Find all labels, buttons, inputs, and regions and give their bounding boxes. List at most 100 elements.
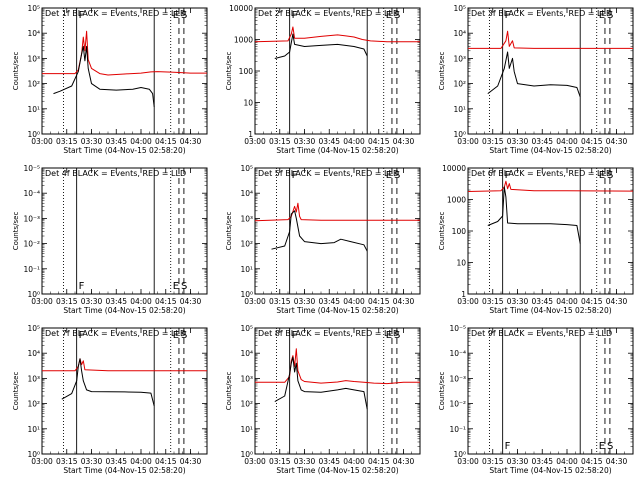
y-tick-label: 10³ xyxy=(453,54,466,63)
marker-label: E xyxy=(599,441,605,452)
y-tick-label: 10⁰ xyxy=(240,450,253,459)
x-tick-label: 03:30 xyxy=(507,297,529,306)
y-tick-label: 1000 xyxy=(234,36,253,45)
x-tick-label: 03:00 xyxy=(244,297,266,306)
series-group xyxy=(468,180,633,244)
marker-label: S xyxy=(607,10,613,21)
x-tick-label: 04:15 xyxy=(581,297,603,306)
y-tick-label: 10³ xyxy=(240,214,253,223)
y-tick-label: 10⁰ xyxy=(240,290,253,299)
x-tick-label: 04:00 xyxy=(130,457,152,466)
series-group xyxy=(42,358,207,407)
y-tick-label: 10¹ xyxy=(27,425,40,434)
y-tick-label: 10⁵ xyxy=(240,324,253,333)
y-tick-label: 10² xyxy=(240,400,253,409)
y-tick-label: 10⁰ xyxy=(27,130,40,139)
x-tick-label: 03:15 xyxy=(56,137,78,146)
x-tick-label: 03:45 xyxy=(531,457,553,466)
marker-label: F xyxy=(79,281,85,292)
y-tick-label: 10⁻³ xyxy=(449,374,466,383)
y-axis-label: Counts/sec xyxy=(225,372,233,411)
plot-frame xyxy=(41,167,208,295)
x-tick-label: 04:30 xyxy=(606,457,628,466)
x-axis-label: Start Time (04-Nov-15 02:58:20) xyxy=(489,466,611,475)
y-tick-label: 1 xyxy=(461,290,466,299)
panel-title: Det 5f BLACK = Events, RED = LLD xyxy=(258,169,399,178)
x-tick-label: 03:00 xyxy=(457,297,479,306)
x-axis-label: Start Time (04-Nov-15 02:58:20) xyxy=(276,466,398,475)
series-group xyxy=(468,30,633,97)
panel-title: Det 4f BLACK = Events, RED = LLD xyxy=(45,169,186,178)
events-series-line xyxy=(271,210,368,252)
marker-label: F xyxy=(505,10,511,21)
y-tick-label: 10⁻¹ xyxy=(449,425,466,434)
x-tick-label: 04:15 xyxy=(581,137,603,146)
y-tick-label: 10² xyxy=(453,80,466,89)
x-tick-label: 04:30 xyxy=(393,297,415,306)
plot-frame xyxy=(254,327,421,455)
x-axis-label: Start Time (04-Nov-15 02:58:20) xyxy=(63,306,185,315)
x-tick-label: 03:15 xyxy=(482,297,504,306)
events-series-line xyxy=(487,51,581,97)
panel-title: Det 8f BLACK = Events, RED = LLD xyxy=(258,329,399,338)
lld-series-line xyxy=(255,26,420,43)
plot-frame xyxy=(254,167,421,295)
events-series-line xyxy=(61,358,155,407)
series-group xyxy=(42,30,207,107)
y-axis-label: Counts/sec xyxy=(12,52,20,91)
y-tick-label: 10⁴ xyxy=(453,29,466,38)
y-axis-label: Counts/sec xyxy=(438,52,446,91)
marker-label: E xyxy=(173,281,179,292)
detector-panel-9: 10⁰ 10⁻¹ 10⁻² 10⁻³ 10⁻⁴ 10⁻⁵ 03:00 03:15 03:30 03… xyxy=(438,324,634,475)
marker-label: S xyxy=(607,441,613,452)
x-tick-label: 04:00 xyxy=(343,137,365,146)
x-tick-label: 03:15 xyxy=(482,137,504,146)
marker-label: S xyxy=(394,10,400,21)
x-tick-label: 03:00 xyxy=(244,137,266,146)
y-axis-label: Counts/sec xyxy=(12,372,20,411)
plot-frame xyxy=(467,7,634,135)
events-series-line xyxy=(53,45,155,107)
y-tick-label: 10¹ xyxy=(240,265,253,274)
lld-series-line xyxy=(255,348,420,385)
y-tick-label: 10⁰ xyxy=(453,450,466,459)
marker-label: S xyxy=(394,170,400,181)
events-series-line xyxy=(274,356,368,410)
y-tick-label: 10⁰ xyxy=(453,130,466,139)
marker-label: E xyxy=(173,330,179,341)
marker-label: F xyxy=(505,170,511,181)
marker-label: E xyxy=(173,10,179,21)
plot-frame xyxy=(254,7,421,135)
x-tick-label: 03:30 xyxy=(294,297,316,306)
x-tick-label: 04:30 xyxy=(606,137,628,146)
x-tick-label: 04:00 xyxy=(343,297,365,306)
x-tick-label: 03:30 xyxy=(294,457,316,466)
marker-label: F xyxy=(292,10,298,21)
plot-frame xyxy=(41,327,208,455)
detector-panel-4: 10⁰ 10⁻¹ 10⁻² 10⁻³ 10⁻⁴ 10⁻⁵ 03:00 03:15 03:30 03… xyxy=(12,164,208,315)
y-tick-label: 10 xyxy=(243,99,253,108)
panel-title: Det 3f BLACK = Events, RED = LLD xyxy=(471,9,612,18)
marker-label: S xyxy=(181,281,187,292)
x-tick-label: 03:45 xyxy=(105,457,127,466)
x-tick-label: 03:30 xyxy=(81,137,103,146)
y-tick-label: 10⁻⁵ xyxy=(23,164,40,173)
lld-series-line xyxy=(42,358,207,372)
x-tick-label: 04:00 xyxy=(556,297,578,306)
y-axis-label: Counts/sec xyxy=(438,372,446,411)
y-axis-label: Counts/sec xyxy=(12,212,20,251)
lld-series-line xyxy=(255,202,420,222)
detector-panel-6: 1 10 100 1000 10000 03:00 03:15 03:30 03:45 04:00… xyxy=(438,164,634,315)
y-axis-label: Counts/sec xyxy=(225,212,233,251)
y-tick-label: 10¹ xyxy=(240,425,253,434)
y-tick-label: 10000 xyxy=(442,164,466,173)
marker-label: F xyxy=(79,330,85,341)
x-axis-label: Start Time (04-Nov-15 02:58:20) xyxy=(276,146,398,155)
x-tick-label: 03:30 xyxy=(507,457,529,466)
x-axis-label: Start Time (04-Nov-15 02:58:20) xyxy=(489,146,611,155)
